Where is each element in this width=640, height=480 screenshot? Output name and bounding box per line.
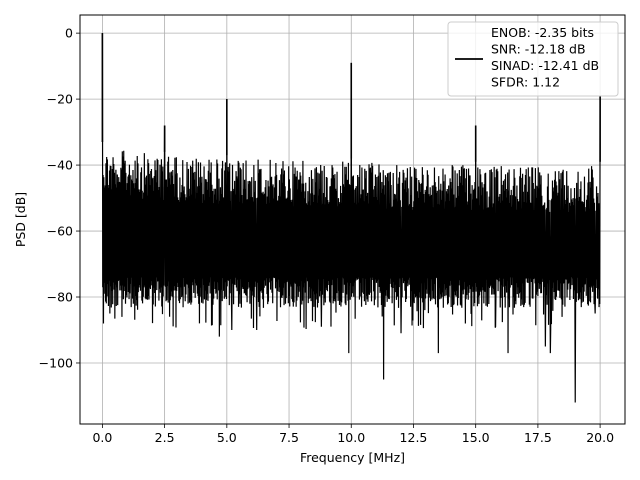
y-tick-label: −100 xyxy=(39,355,73,370)
x-axis-ticks: 0.0 2.5 5.0 7.5 10.0 12.5 15.0 17.5 20.0 xyxy=(92,424,614,445)
y-axis-ticks: 0 −20 −40 −60 −80 −100 xyxy=(39,26,80,370)
y-tick-label: 0 xyxy=(65,26,73,41)
x-tick-label: 7.5 xyxy=(279,430,299,445)
x-tick-label: 2.5 xyxy=(155,430,175,445)
y-tick-label: −60 xyxy=(47,224,73,239)
x-tick-label: 15.0 xyxy=(462,430,490,445)
legend-line-text: ENOB: -2.35 bits xyxy=(491,25,594,40)
y-tick-label: −20 xyxy=(47,92,73,107)
plot-frame xyxy=(79,14,626,425)
y-tick-label: −40 xyxy=(47,158,73,173)
x-tick-label: 17.5 xyxy=(524,430,552,445)
y-tick-label: −80 xyxy=(47,290,73,305)
legend-series-label: ENOB: -2.35 bits SNR: -12.18 dB SINAD: -12… xyxy=(491,25,599,90)
x-tick-label: 20.0 xyxy=(586,430,614,445)
legend-line-text: SFDR: 1.12 xyxy=(491,75,560,90)
x-tick-label: 0.0 xyxy=(92,430,112,445)
legend: ENOB: -2.35 bits SNR: -12.18 dB SINAD: -12… xyxy=(447,21,619,97)
x-axis-label: Frequency [MHz] xyxy=(300,450,405,465)
psd-series-line xyxy=(101,33,601,403)
legend-box xyxy=(447,21,619,97)
x-tick-label: 12.5 xyxy=(400,430,428,445)
x-tick-label: 10.0 xyxy=(337,430,365,445)
x-tick-label: 5.0 xyxy=(217,430,237,445)
y-axis-label: PSD [dB] xyxy=(13,192,28,247)
legend-line-text: SINAD: -12.41 dB xyxy=(491,58,599,73)
legend-line-text: SNR: -12.18 dB xyxy=(491,42,586,57)
